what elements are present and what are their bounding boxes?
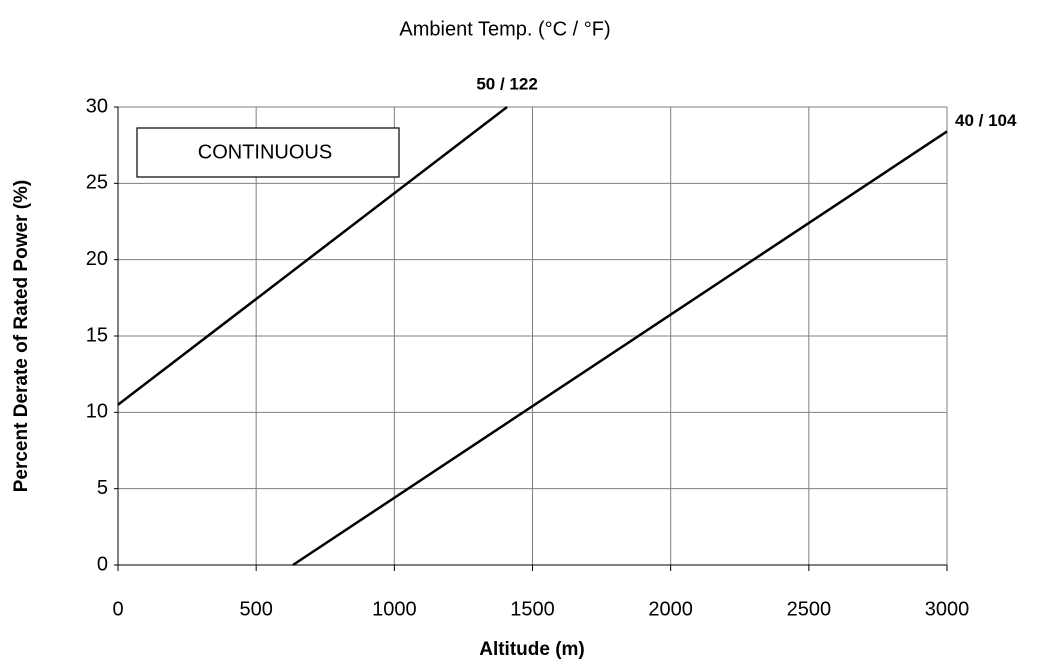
y-tick-label: 30 (86, 95, 108, 117)
x-tick-label: 2500 (787, 598, 832, 620)
x-tick-label: 500 (239, 598, 272, 620)
x-tick-label: 1500 (510, 598, 555, 620)
y-axis-label: Percent Derate of Rated Power (%) (11, 180, 32, 493)
x-tick-label: 2000 (648, 598, 693, 620)
y-tick-label: 10 (86, 401, 108, 423)
y-tick-label: 0 (97, 553, 108, 575)
y-tick-label: 20 (86, 248, 108, 270)
y-tick-label: 15 (86, 324, 108, 346)
series-line (117, 106, 508, 406)
chart-title: Ambient Temp. (°C / °F) (399, 18, 610, 40)
y-tick-label: 5 (97, 477, 108, 499)
annotation: CONTINUOUS (198, 141, 332, 163)
series-line (292, 130, 948, 567)
annotation-box (136, 127, 400, 178)
series-label: 40 / 104 (955, 111, 1017, 130)
x-tick-label: 3000 (925, 598, 970, 620)
x-tick-label: 1000 (372, 598, 417, 620)
y-tick-label: 25 (86, 172, 108, 194)
x-axis-label: Altitude (m) (479, 639, 585, 660)
series-label: 50 / 122 (476, 74, 537, 93)
x-tick-label: 0 (112, 598, 123, 620)
